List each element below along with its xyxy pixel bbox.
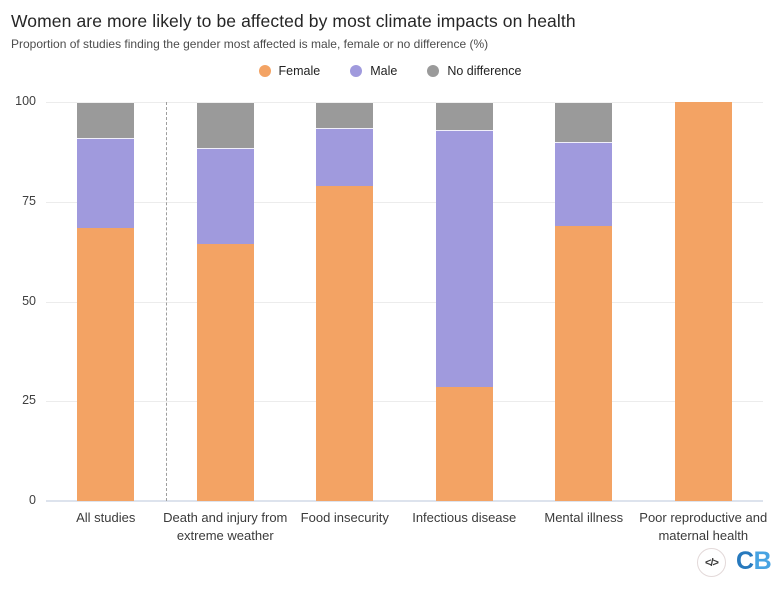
segment-female[interactable] [674,102,732,501]
segment-no-difference[interactable] [316,102,374,128]
legend-label: No difference [447,64,522,78]
y-tick-label-75: 75 [22,193,36,208]
x-axis-label: Infectious disease [412,510,517,525]
legend-label: Female [278,64,321,78]
x-axis-label: Poor reproductive and maternal health [639,510,768,543]
y-tick-label-100: 100 [15,94,36,108]
bar-death-and-injury-from-extreme-weather [196,102,254,501]
gridline-25 [46,401,763,403]
chart-title: Women are more likely to be affected by … [11,11,576,31]
bar-all-studies [77,102,135,501]
gridline-75 [46,201,763,203]
segment-female[interactable] [555,225,613,501]
segment-female[interactable] [196,243,254,501]
segment-female[interactable] [77,227,135,501]
bar-mental-illness [555,102,613,501]
category-divider-dashed-line [165,102,167,501]
carbon-brief-logo[interactable]: CB [736,547,772,576]
gridline-0 [46,500,763,502]
segment-no-difference[interactable] [555,102,613,142]
y-tick-label-50: 50 [22,293,36,308]
segment-male[interactable] [435,129,493,388]
segment-female[interactable] [316,185,374,501]
segment-male[interactable] [77,137,135,228]
legend-dot-icon [350,65,363,77]
gridline-50 [46,301,763,303]
segment-no-difference[interactable] [435,102,493,130]
embed-code-button[interactable]: </> [697,548,726,577]
x-axis-label: Food insecurity [300,510,389,525]
logo-letter: B [753,547,772,575]
x-axis-label: All studies [76,510,136,525]
plot-area [46,102,763,502]
segment-no-difference[interactable] [77,102,135,138]
legend-dot-icon [258,65,271,77]
segment-male[interactable] [316,127,374,186]
legend-item-male[interactable]: Male [350,64,397,78]
bar-poor-reproductive-and-maternal-health [674,102,732,501]
segment-male[interactable] [196,147,254,244]
bar-food-insecurity [316,102,374,501]
y-tick-label-25: 25 [22,393,36,408]
legend: Female Male No difference [0,64,780,78]
y-tick-label-0: 0 [29,493,36,507]
code-icon: </> [705,556,719,569]
segment-no-difference[interactable] [196,102,254,148]
legend-dot-icon [427,65,440,77]
legend-item-no-difference[interactable]: No difference [427,64,521,78]
bar-infectious-disease [435,102,493,501]
chart-subtitle: Proportion of studies finding the gender… [11,37,489,51]
legend-label: Male [370,64,398,78]
segment-female[interactable] [435,387,493,501]
gridline-100 [46,102,763,103]
x-axis-label: Death and injury from extreme weather [163,510,288,543]
logo-letter: C [736,547,754,575]
legend-item-female[interactable]: Female [258,64,321,78]
segment-male[interactable] [555,141,613,226]
x-axis-label: Mental illness [544,510,624,525]
